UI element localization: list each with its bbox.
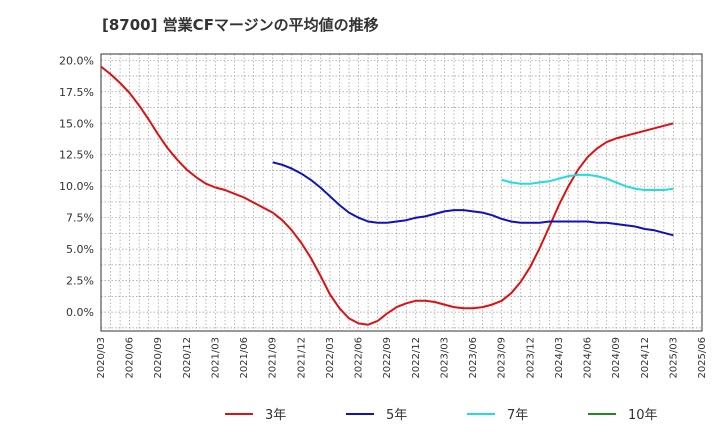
- y-tick-label: 12.5%: [59, 149, 94, 162]
- series-line-1: [100, 65, 674, 326]
- plot-frame: [100, 53, 703, 332]
- series-line-2: [272, 161, 674, 237]
- legend-label-1: 3年: [265, 408, 286, 423]
- y-tick-label: 10.0%: [59, 180, 94, 193]
- plot-background: [101, 54, 702, 331]
- x-tick-label: 2023/06: [468, 337, 479, 379]
- y-tick-label: 17.5%: [59, 86, 94, 99]
- y-tick-label: 5.0%: [66, 243, 94, 256]
- x-tick-label: 2021/09: [268, 337, 279, 379]
- x-tick-label: 2024/09: [611, 337, 622, 379]
- x-tick-label: 2024/12: [640, 337, 651, 379]
- x-tick-label: 2023/12: [525, 337, 536, 379]
- legend-label-4: 10年: [628, 408, 658, 423]
- x-tick-label: 2025/06: [697, 337, 708, 379]
- x-tick-label: 2020/06: [125, 337, 136, 379]
- series-line-3: [501, 173, 674, 191]
- chart-legend: 3年 5年 7年 10年: [225, 408, 658, 423]
- chart-title: [8700] 営業CFマージンの平均値の推移: [102, 16, 379, 34]
- x-tick-label: 2022/09: [382, 337, 393, 379]
- y-tick-label: 15.0%: [59, 117, 94, 130]
- plot-area: 20.0% 17.5% 15.0% 12.5% 10.0% 7.5% 5.0% 2.5% 0.0…: [59, 53, 708, 379]
- x-tick-label: 2021/03: [210, 337, 221, 379]
- x-tick-label: 2020/03: [96, 337, 107, 379]
- x-tick-label: 2020/12: [182, 337, 193, 379]
- y-tick-label: 2.5%: [66, 275, 94, 288]
- y-tick-label: 0.0%: [66, 306, 94, 319]
- x-tick-label: 2021/12: [296, 337, 307, 379]
- x-tick-label: 2022/06: [354, 337, 365, 379]
- x-tick-label: 2020/09: [153, 337, 164, 379]
- x-tick-label: 2024/06: [583, 337, 594, 379]
- x-tick-label: 2023/03: [439, 337, 450, 379]
- x-tick-label: 2024/03: [554, 337, 565, 379]
- x-tick-label: 2025/03: [668, 337, 679, 379]
- x-tick-label: 2023/09: [497, 337, 508, 379]
- x-tick-label: 2022/03: [325, 337, 336, 379]
- x-tick-label: 2022/12: [411, 337, 422, 379]
- y-tick-label: 20.0%: [59, 54, 94, 67]
- legend-label-2: 5年: [386, 408, 407, 423]
- legend-label-3: 7年: [507, 408, 528, 423]
- y-tick-label: 7.5%: [66, 212, 94, 225]
- x-tick-label: 2021/06: [239, 337, 250, 379]
